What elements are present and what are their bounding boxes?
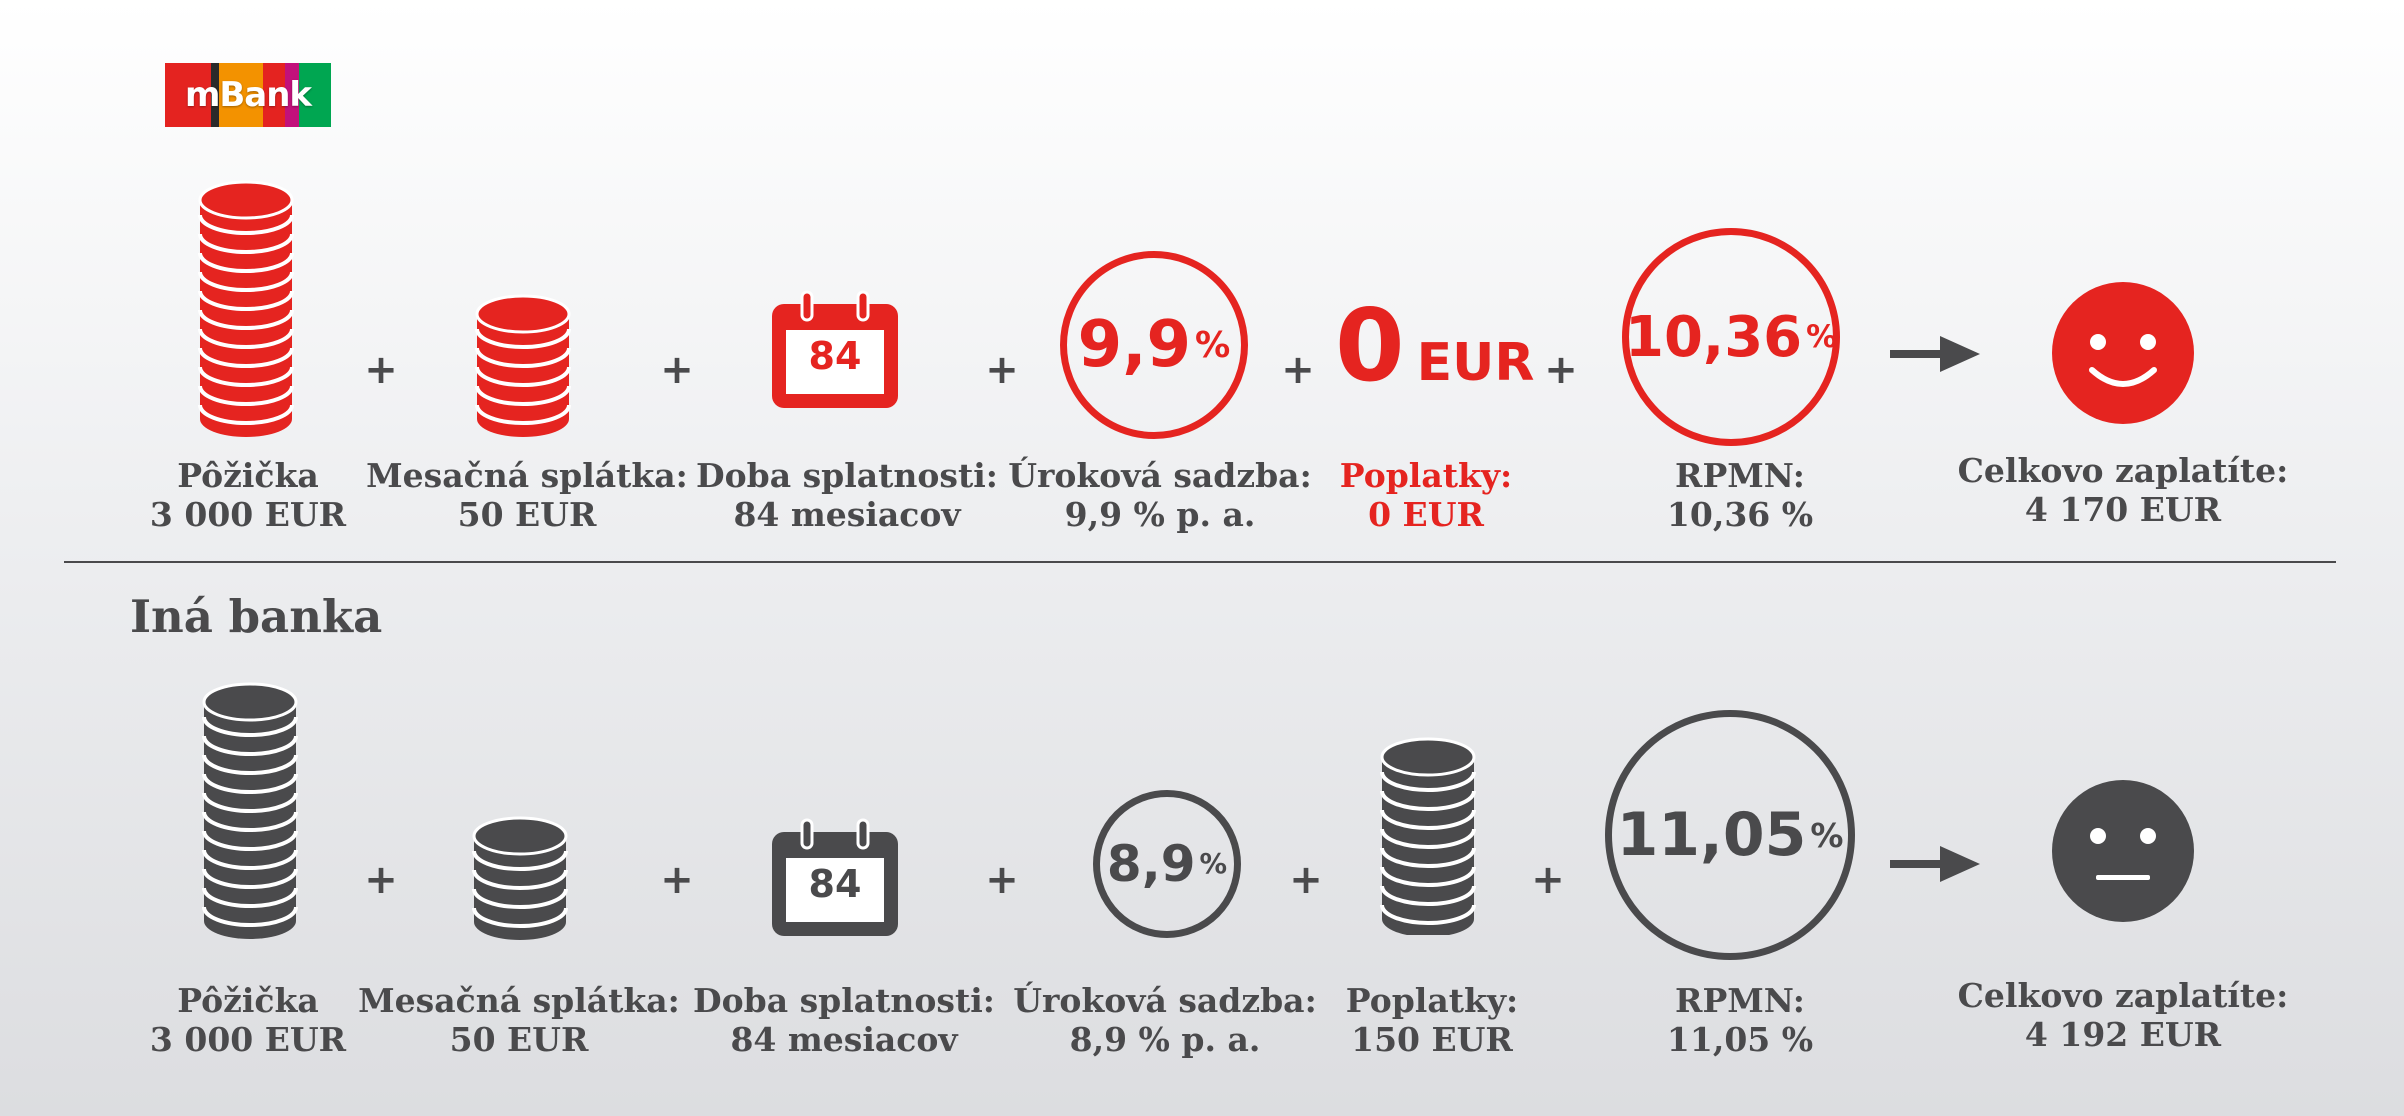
loan-label: Pôžička bbox=[177, 981, 319, 1020]
percent-sign: % bbox=[1810, 815, 1844, 855]
rpmn-label: RPMN: bbox=[1675, 456, 1805, 495]
rate-label: Úroková sadzba: bbox=[1013, 981, 1317, 1020]
interest-rate-badge: 9,9% bbox=[1060, 251, 1248, 439]
rate-value: 8,9 % p. a. bbox=[1069, 1020, 1261, 1059]
calendar-value: 84 bbox=[808, 334, 862, 378]
monthly-caption: Mesačná splátka: 50 EUR bbox=[339, 981, 699, 1059]
monthly-label: Mesačná splátka: bbox=[358, 981, 680, 1020]
plus-sign: + bbox=[364, 347, 398, 393]
calendar-icon: 84 bbox=[770, 818, 900, 938]
plus-sign: + bbox=[660, 857, 694, 903]
monthly-label: Mesačná splátka: bbox=[366, 456, 688, 495]
coin-stack-loan-icon bbox=[196, 178, 296, 443]
coin-stack-fees-icon bbox=[1378, 735, 1478, 935]
rpmn-value-text: 11,05 % bbox=[1666, 1020, 1814, 1059]
logo-text: mBank bbox=[184, 75, 312, 115]
total-value: 4 192 EUR bbox=[2024, 1015, 2222, 1054]
loan-label: Pôžička bbox=[177, 456, 319, 495]
fees-caption: Poplatky: 150 EUR bbox=[1252, 981, 1612, 1059]
plus-sign: + bbox=[1289, 857, 1323, 903]
fees-value-text: 0 EUR bbox=[1368, 495, 1484, 534]
calendar-icon: 84 bbox=[770, 290, 900, 410]
term-label: Doba splatnosti: bbox=[696, 456, 998, 495]
term-caption: Doba splatnosti: 84 mesiacov bbox=[664, 981, 1024, 1059]
total-caption: Celkovo zaplatíte: 4 170 EUR bbox=[1943, 451, 2303, 529]
plus-sign: + bbox=[1544, 347, 1578, 393]
rate-value: 9,9 % p. a. bbox=[1064, 495, 1256, 534]
fees-caption: Poplatky: 0 EUR bbox=[1246, 456, 1606, 534]
fees-value-text: 150 EUR bbox=[1351, 1020, 1513, 1059]
fees-zero-badge: 0 EUR bbox=[1335, 296, 1534, 396]
arrow-right-icon bbox=[1890, 334, 1980, 374]
interest-rate-badge: 8,9% bbox=[1093, 790, 1241, 938]
percent-sign: % bbox=[1199, 848, 1228, 880]
fees-value: 0 bbox=[1335, 287, 1405, 404]
plus-sign: + bbox=[985, 857, 1019, 903]
mbank-logo: mBank bbox=[165, 63, 331, 127]
rate-label: Úroková sadzba: bbox=[1008, 456, 1312, 495]
fees-unit: EUR bbox=[1416, 333, 1535, 393]
percent-sign: % bbox=[1195, 324, 1231, 366]
other-bank-title: Iná banka bbox=[130, 590, 383, 643]
monthly-caption: Mesačná splátka: 50 EUR bbox=[347, 456, 707, 534]
monthly-value: 50 EUR bbox=[457, 495, 597, 534]
section-divider bbox=[64, 561, 2336, 563]
plus-sign: + bbox=[1281, 347, 1315, 393]
term-value: 84 mesiacov bbox=[730, 1020, 958, 1059]
loan-value: 3 000 EUR bbox=[149, 495, 347, 534]
rpmn-badge: 11,05% bbox=[1605, 710, 1855, 960]
total-caption: Celkovo zaplatíte: 4 192 EUR bbox=[1943, 976, 2303, 1054]
total-value: 4 170 EUR bbox=[2024, 490, 2222, 529]
rpmn-label: RPMN: bbox=[1675, 981, 1805, 1020]
plus-sign: + bbox=[985, 347, 1019, 393]
rpmn-badge: 10,36% bbox=[1622, 228, 1840, 446]
monthly-value: 50 EUR bbox=[449, 1020, 589, 1059]
rate-caption: Úroková sadzba: 8,9 % p. a. bbox=[985, 981, 1345, 1059]
neutral-face-icon bbox=[2052, 780, 2194, 922]
arrow-right-icon bbox=[1890, 844, 1980, 884]
plus-sign: + bbox=[660, 347, 694, 393]
rpmn-caption: RPMN: 11,05 % bbox=[1560, 981, 1920, 1059]
total-label: Celkovo zaplatíte: bbox=[1957, 451, 2289, 490]
percent-sign: % bbox=[1806, 319, 1837, 355]
rpmn-caption: RPMN: 10,36 % bbox=[1560, 456, 1920, 534]
loan-caption: Pôžička 3 000 EUR bbox=[68, 456, 428, 534]
rpmn-value: 10,36 bbox=[1625, 304, 1803, 370]
rpmn-value: 11,05 bbox=[1616, 800, 1807, 870]
total-label: Celkovo zaplatíte: bbox=[1957, 976, 2289, 1015]
loan-caption: Pôžička 3 000 EUR bbox=[68, 981, 428, 1059]
plus-sign: + bbox=[364, 857, 398, 903]
coin-stack-monthly-icon bbox=[473, 292, 573, 442]
fees-label: Poplatky: bbox=[1345, 981, 1519, 1020]
coin-stack-monthly-icon bbox=[470, 814, 570, 944]
calendar-value: 84 bbox=[808, 862, 862, 906]
fees-label: Poplatky: bbox=[1339, 456, 1513, 495]
rpmn-value-text: 10,36 % bbox=[1666, 495, 1814, 534]
term-value: 84 mesiacov bbox=[733, 495, 961, 534]
smiley-face-icon bbox=[2052, 282, 2194, 424]
loan-value: 3 000 EUR bbox=[149, 1020, 347, 1059]
plus-sign: + bbox=[1531, 857, 1565, 903]
rate-caption: Úroková sadzba: 9,9 % p. a. bbox=[980, 456, 1340, 534]
interest-rate-value: 9,9 bbox=[1077, 308, 1192, 382]
coin-stack-loan-icon bbox=[200, 680, 300, 945]
term-label: Doba splatnosti: bbox=[693, 981, 995, 1020]
interest-rate-value: 8,9 bbox=[1106, 835, 1196, 893]
term-caption: Doba splatnosti: 84 mesiacov bbox=[667, 456, 1027, 534]
